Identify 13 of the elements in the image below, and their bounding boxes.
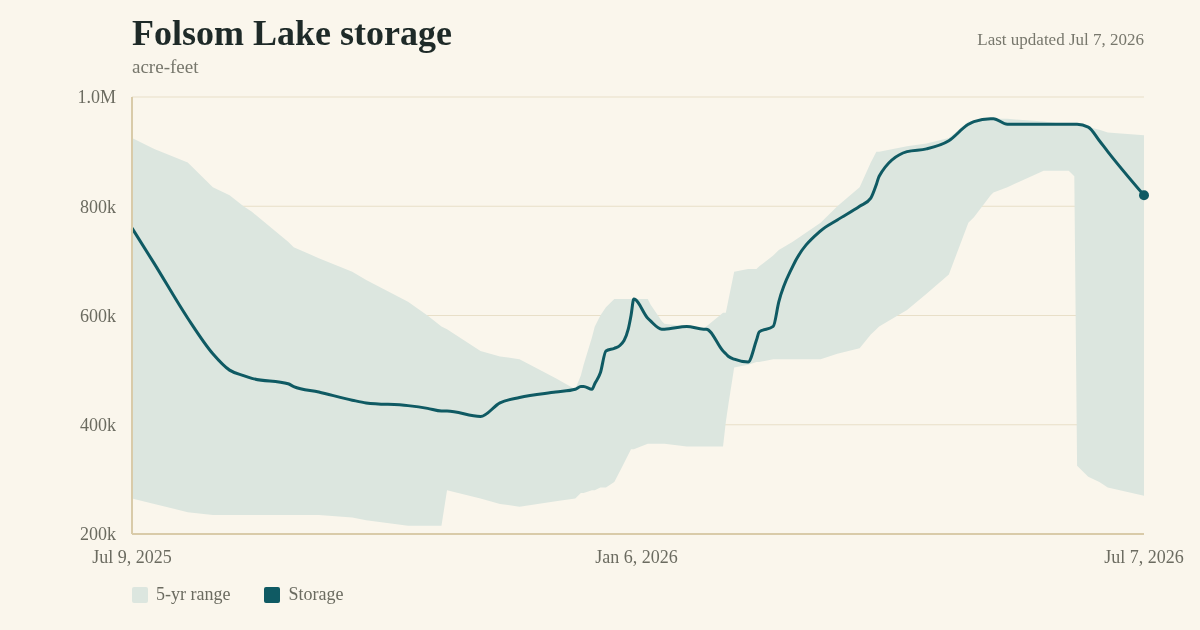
y-tick-label: 200k [80, 524, 116, 545]
x-tick-label: Jul 9, 2025 [92, 546, 172, 567]
x-tick-label: Jul 7, 2026 [1104, 546, 1184, 567]
text: Last updated Jul 7, 2026 [977, 30, 1144, 50]
x-tick-label: Jan 6, 2026 [595, 546, 678, 567]
chart-title: Folsom Lake storage [132, 12, 452, 54]
legend-label: Storage [288, 584, 344, 605]
y-tick-label: 800k [80, 196, 116, 217]
text: 5-yr range [156, 584, 231, 605]
y-tick-label: 600k [80, 305, 116, 326]
y-tick-label: 400k [80, 415, 116, 436]
y-tick-label: 1.0M [77, 87, 116, 108]
chart-subtitle: acre-feet [132, 56, 199, 78]
